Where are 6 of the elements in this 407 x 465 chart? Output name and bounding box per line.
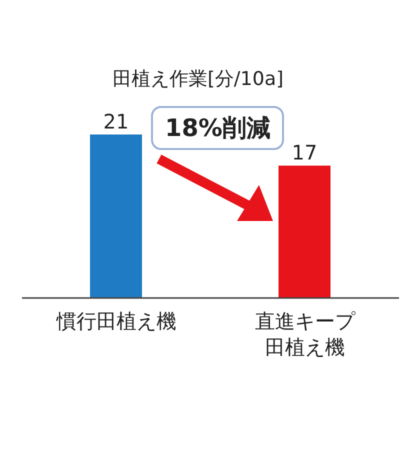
data-label: 21 xyxy=(103,110,129,134)
x-tick-label: 慣行田植え機 xyxy=(55,309,176,333)
annotation: 18%削減 xyxy=(151,106,284,150)
data-label: 17 xyxy=(292,140,318,165)
x-tick-label: 直進キープ田植え機 xyxy=(254,309,356,359)
chart-title: 田植え作業[分/10a] xyxy=(111,67,285,92)
